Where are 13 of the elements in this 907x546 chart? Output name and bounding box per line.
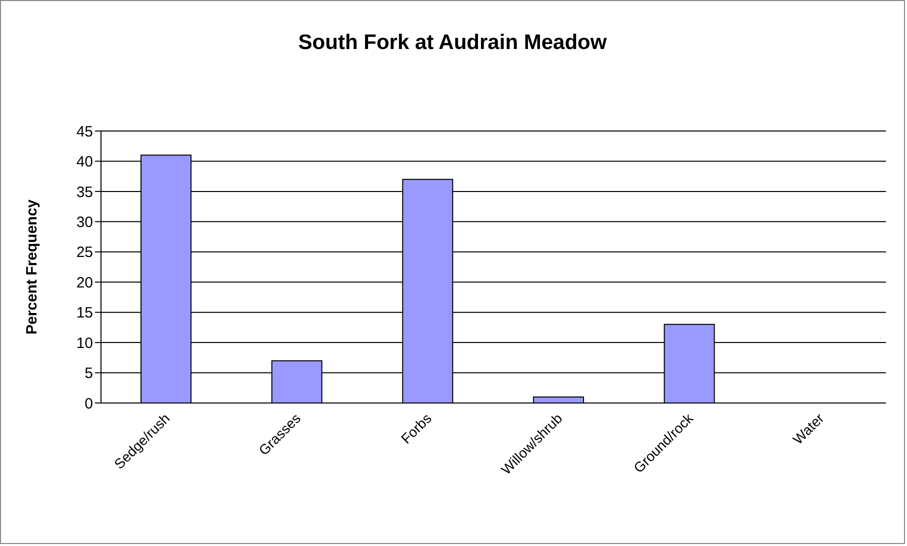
y-tick-label: 40	[76, 154, 93, 171]
y-tick-label: 5	[84, 365, 93, 382]
bar	[533, 396, 584, 403]
y-tick-label: 45	[76, 123, 93, 140]
y-tick-label: 35	[76, 184, 93, 201]
y-tick-label: 15	[76, 304, 93, 322]
chart-title: South Fork at Audrain Meadow	[297, 31, 608, 55]
y-tick-label: 10	[76, 334, 93, 352]
y-tick-label: 25	[76, 244, 93, 262]
y-tick-label: 20	[76, 274, 93, 292]
y-tick-label: 30	[76, 214, 93, 231]
y-axis-title: Percent Frequency	[23, 198, 40, 335]
y-tick-label: 0	[84, 395, 93, 412]
